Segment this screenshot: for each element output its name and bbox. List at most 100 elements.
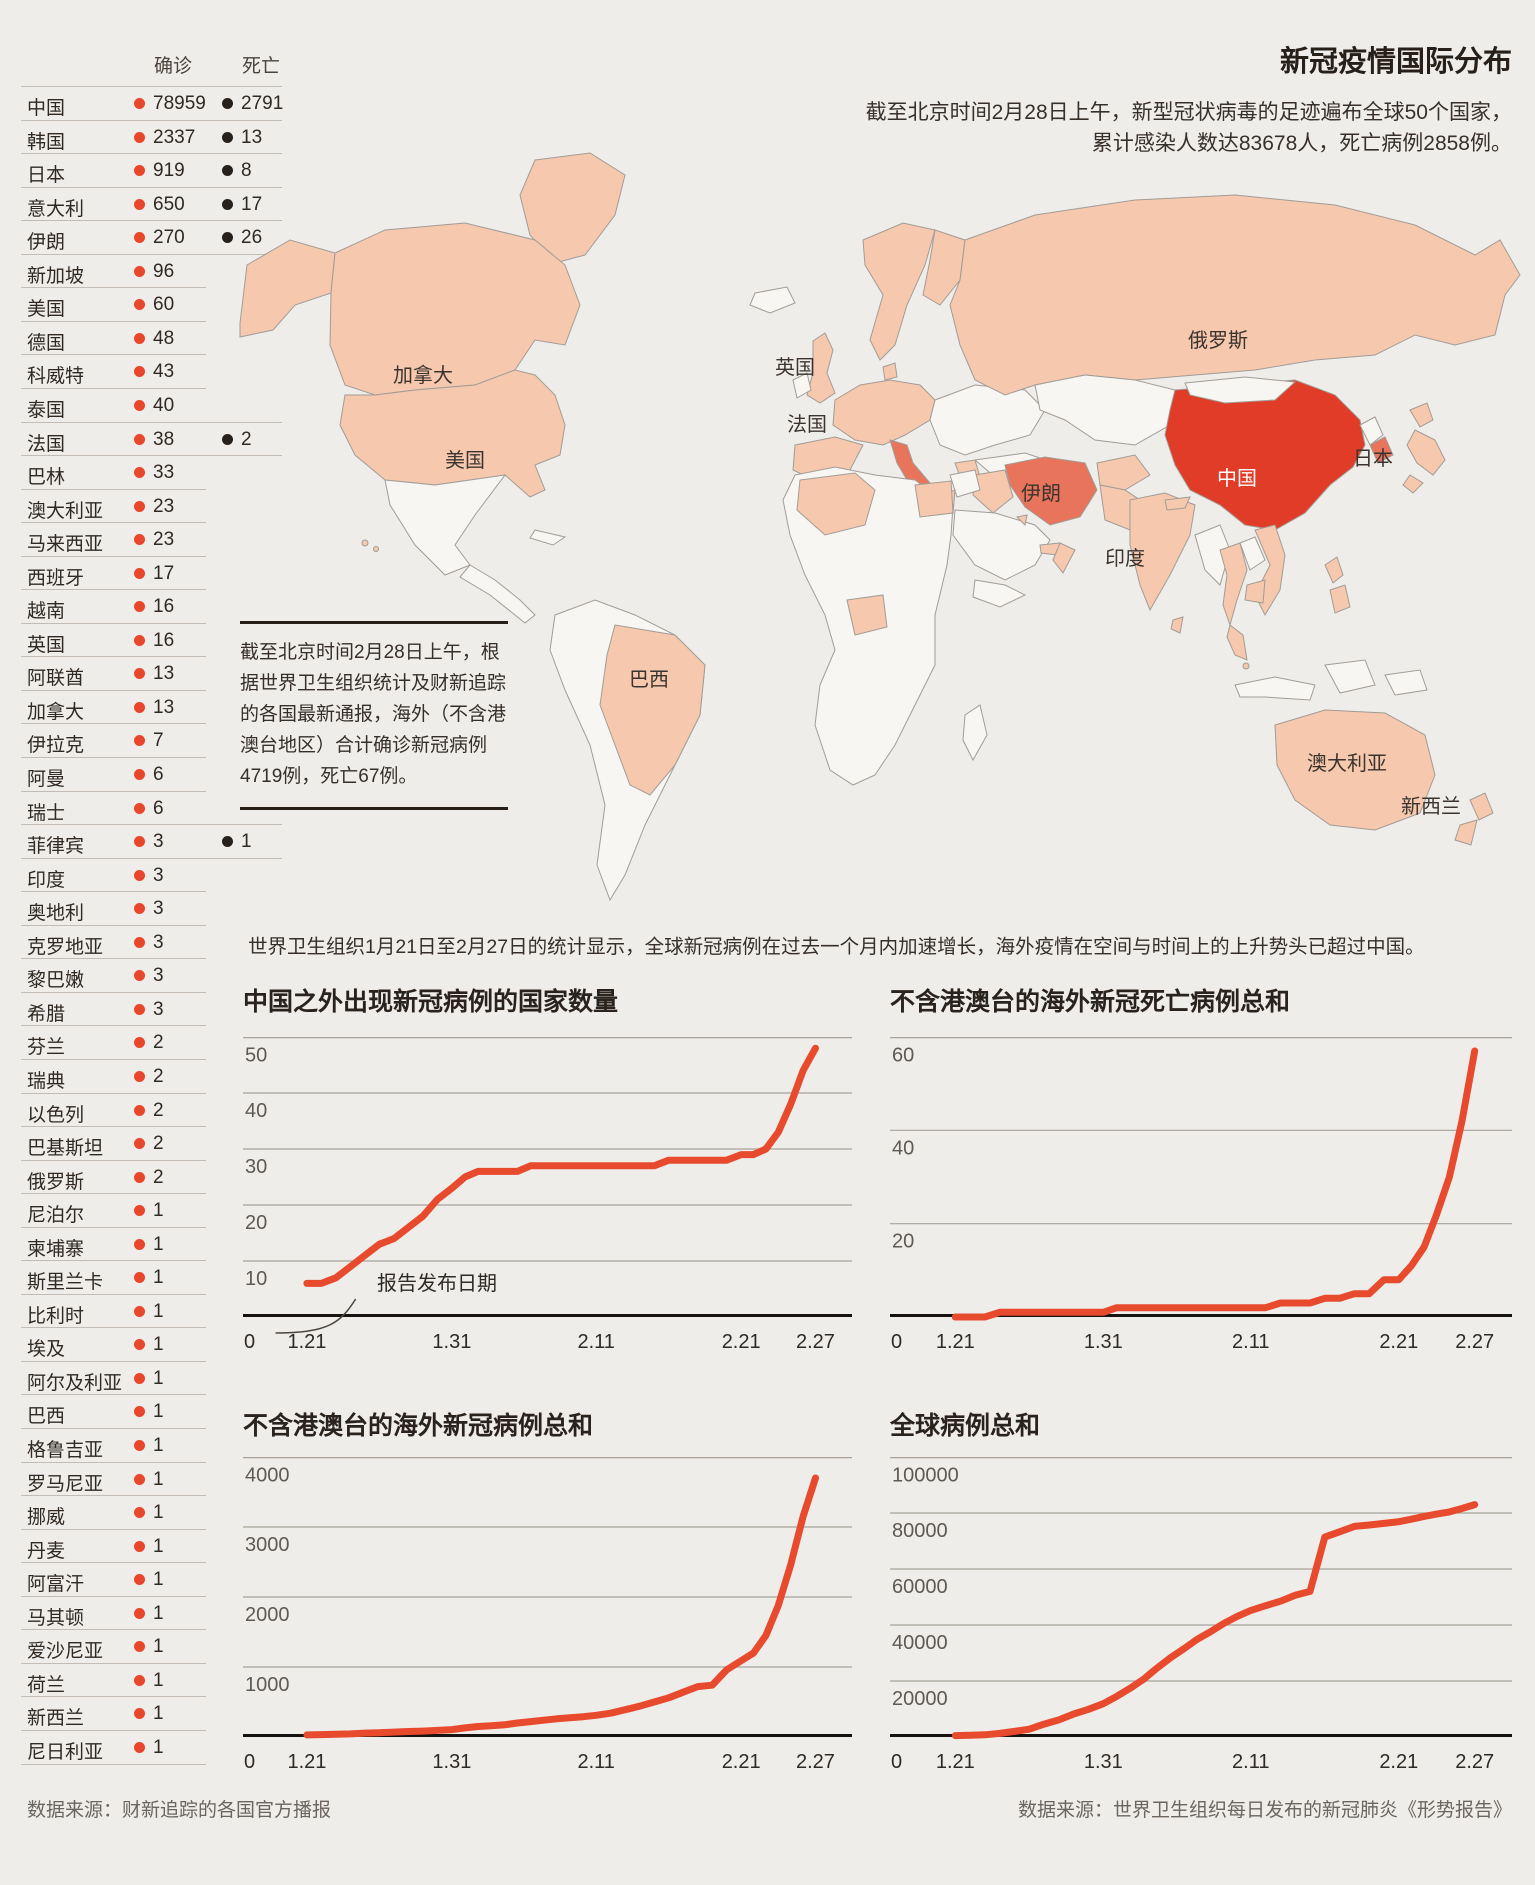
map-label: 日本 bbox=[1353, 447, 1393, 470]
confirmed-dot-icon bbox=[134, 1003, 145, 1015]
confirmed-dot-icon bbox=[134, 567, 145, 579]
row-divider bbox=[21, 354, 206, 356]
row-divider bbox=[21, 287, 206, 289]
confirmed-dot-icon bbox=[134, 1070, 145, 1082]
deaths-count: 2 bbox=[241, 428, 252, 450]
row-divider bbox=[21, 253, 282, 255]
confirmed-count: 1 bbox=[153, 1300, 164, 1322]
deaths-count: 17 bbox=[241, 193, 263, 215]
country-name: 新西兰 bbox=[27, 1708, 85, 1730]
region-philippines bbox=[1324, 556, 1344, 584]
confirmed-count: 1 bbox=[153, 1569, 164, 1591]
country-name: 巴西 bbox=[27, 1406, 66, 1428]
row-divider bbox=[21, 622, 206, 624]
page-title: 新冠疫情国际分布 bbox=[1279, 46, 1512, 78]
table-row: 芬兰 2 bbox=[21, 1025, 289, 1059]
country-name: 巴基斯坦 bbox=[27, 1138, 104, 1160]
table-row: 泰国 40 bbox=[21, 388, 289, 422]
map-label: 中国 bbox=[1217, 467, 1257, 490]
table-row: 德国 48 bbox=[21, 321, 289, 355]
table-row: 澳大利亚 23 bbox=[21, 489, 289, 523]
row-divider bbox=[21, 522, 206, 524]
region-nepal bbox=[1164, 496, 1191, 511]
country-name: 丹麦 bbox=[27, 1540, 66, 1562]
chart-title-overseas-deaths: 不含港澳台的海外新冠死亡病例总和 bbox=[890, 988, 1291, 1016]
country-name: 越南 bbox=[27, 601, 66, 623]
region-iran bbox=[1004, 456, 1098, 526]
row-divider bbox=[21, 119, 282, 121]
country-name: 埃及 bbox=[27, 1339, 66, 1361]
x-tick-label: 1.21 bbox=[936, 1751, 975, 1773]
confirmed-dot-icon bbox=[134, 869, 145, 881]
country-name: 新加坡 bbox=[27, 265, 85, 287]
country-name: 芬兰 bbox=[27, 1037, 66, 1059]
data-line bbox=[303, 1474, 819, 1739]
row-divider bbox=[21, 1562, 206, 1564]
country-name: 法国 bbox=[27, 433, 66, 455]
map-label: 英国 bbox=[775, 356, 815, 379]
confirmed-count: 2337 bbox=[153, 126, 196, 148]
y-tick-label: 2000 bbox=[245, 1604, 290, 1626]
confirmed-count: 13 bbox=[153, 696, 175, 718]
map-label: 法国 bbox=[787, 413, 827, 436]
country-name: 伊拉克 bbox=[27, 735, 85, 757]
region-russia bbox=[949, 194, 1521, 396]
table-row: 意大利 650 17 bbox=[21, 187, 289, 221]
deaths-dot-icon bbox=[222, 165, 233, 177]
region-iceland bbox=[749, 286, 796, 314]
map-label: 澳大利亚 bbox=[1307, 752, 1387, 775]
confirmed-dot-icon bbox=[134, 165, 145, 177]
confirmed-count: 1 bbox=[153, 1736, 164, 1758]
region-sri-lanka bbox=[1170, 616, 1184, 634]
deaths-dot-icon bbox=[222, 198, 233, 210]
country-name: 尼日利亚 bbox=[27, 1741, 104, 1763]
confirmed-count: 6 bbox=[153, 764, 164, 785]
row-divider bbox=[21, 790, 206, 792]
map-label: 印度 bbox=[1105, 547, 1145, 570]
x-tick-label: 2.27 bbox=[796, 1751, 835, 1773]
country-name: 泰国 bbox=[27, 399, 66, 421]
region-egypt bbox=[914, 480, 954, 518]
table-row: 希腊 3 bbox=[21, 992, 289, 1026]
row-divider bbox=[21, 1629, 206, 1631]
y-tick-label: 20000 bbox=[892, 1688, 948, 1710]
confirmed-dot-icon bbox=[134, 232, 145, 244]
country-name: 以色列 bbox=[27, 1104, 85, 1126]
confirmed-dot-icon bbox=[134, 735, 145, 747]
region-new-zealand bbox=[1469, 792, 1494, 821]
confirmed-dot-icon bbox=[134, 467, 145, 479]
row-divider bbox=[21, 1226, 206, 1228]
country-name: 瑞士 bbox=[27, 802, 66, 824]
confirmed-count: 23 bbox=[153, 529, 175, 551]
table-row: 奥地利 3 bbox=[21, 891, 289, 925]
confirmed-count: 48 bbox=[153, 327, 175, 349]
x-tick-label: 0 bbox=[891, 1331, 902, 1353]
confirmed-dot-icon bbox=[134, 1641, 145, 1653]
y-tick-label: 10 bbox=[245, 1268, 267, 1290]
country-name: 印度 bbox=[27, 869, 66, 891]
x-tick-label: 1.21 bbox=[287, 1751, 326, 1773]
region-south-korea bbox=[1369, 436, 1394, 464]
row-divider bbox=[21, 1528, 206, 1530]
table-row: 罗马尼亚 1 bbox=[21, 1462, 289, 1496]
table-row: 阿富汗 1 bbox=[21, 1562, 289, 1596]
confirmed-count: 33 bbox=[153, 462, 175, 484]
x-tick-label: 0 bbox=[244, 1751, 255, 1773]
confirmed-count: 1 bbox=[153, 1267, 164, 1289]
subtitle-line1: 截至北京时间2月28日上午，新型冠状病毒的足迹遍布全球50个国家， bbox=[865, 101, 1512, 124]
region-alaska bbox=[239, 239, 336, 338]
confirmed-dot-icon bbox=[134, 1540, 145, 1552]
confirmed-dot-icon bbox=[134, 701, 145, 713]
country-name: 爱沙尼亚 bbox=[27, 1641, 104, 1663]
row-divider bbox=[21, 455, 282, 457]
confirmed-count: 40 bbox=[153, 394, 175, 416]
x-tick-label: 1.21 bbox=[936, 1331, 975, 1353]
country-name: 柬埔寨 bbox=[27, 1238, 85, 1260]
row-divider bbox=[21, 1696, 206, 1698]
region-denmark bbox=[882, 362, 898, 381]
confirmed-dot-icon bbox=[134, 332, 145, 344]
map-label: 加拿大 bbox=[393, 363, 453, 387]
source-note-left: 数据来源：财新追踪的各国官方播报 bbox=[27, 1800, 332, 1821]
deaths-dot-icon bbox=[222, 232, 233, 244]
table-row: 新加坡 96 bbox=[21, 254, 289, 288]
